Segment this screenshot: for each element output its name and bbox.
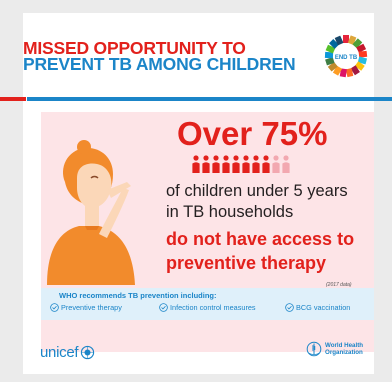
who-line-1: World Health bbox=[325, 342, 364, 349]
stat-emphasis: do not have access to preventive therapy bbox=[166, 227, 376, 275]
stat-emph-line-1: do not have access to bbox=[166, 229, 355, 249]
who-line-2: Organization bbox=[325, 349, 363, 356]
stat-description: of children under 5 years in TB househol… bbox=[166, 181, 366, 223]
title-rule-blue bbox=[27, 97, 392, 101]
person-icon bbox=[262, 155, 270, 173]
person-icon bbox=[222, 155, 230, 173]
person-icon bbox=[242, 155, 250, 173]
stat-emph-line-2: preventive therapy bbox=[166, 253, 327, 273]
person-icon bbox=[212, 155, 220, 173]
check-circle-icon bbox=[50, 303, 59, 312]
title-line-1: MISSED OPPORTUNITY TO bbox=[23, 38, 246, 58]
end-tb-text: END TB bbox=[335, 55, 358, 61]
people-icons-row bbox=[192, 155, 290, 173]
recommendation-title: WHO recommends TB prevention including: bbox=[59, 291, 217, 300]
recommendation-label: Infection control measures bbox=[170, 303, 256, 312]
unicef-globe-icon bbox=[81, 345, 95, 359]
person-icon bbox=[252, 155, 260, 173]
title-rule-red bbox=[0, 97, 26, 101]
check-circle-icon bbox=[159, 303, 168, 312]
recommendation-label: Preventive therapy bbox=[61, 303, 122, 312]
title-line-2: PREVENT TB AMONG CHILDREN bbox=[23, 53, 296, 74]
stat-headline: Over 75% bbox=[177, 115, 328, 152]
unicef-wordmark: unicef bbox=[40, 343, 79, 361]
end-tb-logo-icon: END TB bbox=[324, 35, 368, 78]
child-drinking-illustration-icon bbox=[47, 140, 135, 285]
page-title: MISSED OPPORTUNITY TO PREVENT TB AMONG C… bbox=[23, 38, 296, 74]
recommendation-item: Infection control measures bbox=[159, 303, 256, 312]
person-icon bbox=[272, 155, 280, 173]
stat-line-1: of children under 5 years bbox=[166, 182, 348, 200]
person-icon bbox=[282, 155, 290, 173]
who-wordmark: World Health Organization bbox=[325, 342, 363, 356]
unicef-logo: unicef bbox=[40, 343, 95, 361]
person-icon bbox=[232, 155, 240, 173]
who-emblem-icon bbox=[306, 341, 322, 357]
stat-line-2: in TB households bbox=[166, 203, 294, 221]
who-logo: World Health Organization bbox=[306, 341, 363, 357]
recommendation-box bbox=[41, 288, 374, 320]
person-icon bbox=[202, 155, 210, 173]
data-year-note: (2017 data) bbox=[326, 282, 352, 288]
recommendation-label: BCG vaccination bbox=[296, 303, 351, 312]
check-circle-icon bbox=[285, 303, 294, 312]
recommendation-item: BCG vaccination bbox=[285, 303, 350, 312]
recommendation-item: Preventive therapy bbox=[50, 303, 122, 312]
person-icon bbox=[192, 155, 200, 173]
